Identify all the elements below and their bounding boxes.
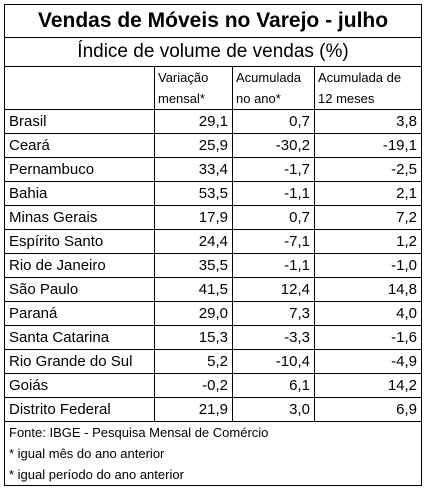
year-cell: 12,4 xyxy=(232,277,315,302)
12-months-cell: 2,1 xyxy=(313,181,423,206)
year-cell: -10,4 xyxy=(232,349,315,374)
12-months-cell: -1,6 xyxy=(313,325,423,350)
12-months-cell: 3,8 xyxy=(313,109,423,134)
12-months-cell: -2,5 xyxy=(313,157,423,182)
title-row: Vendas de Móveis no Varejo - julho xyxy=(3,4,423,38)
monthly-cell: -0,2 xyxy=(154,373,233,398)
year-cell: -1,1 xyxy=(232,181,315,206)
table-title: Vendas de Móveis no Varejo - julho xyxy=(3,4,423,38)
year-cell: 0,7 xyxy=(232,109,315,134)
region-cell: Paraná xyxy=(4,301,155,326)
header-12-months: Acumulada de 12 meses xyxy=(313,66,423,110)
sales-table-container: Vendas de Móveis no Varejo - julho Índic… xyxy=(3,4,423,486)
table-row: Rio Grande do Sul 5,2 -10,4 -4,9 xyxy=(4,349,423,374)
table-row: Rio de Janeiro 35,5 -1,1 -1,0 xyxy=(4,253,423,278)
year-cell: -1,7 xyxy=(232,157,315,182)
region-cell: Espírito Santo xyxy=(4,229,155,254)
table-row: Paraná 29,0 7,3 4,0 xyxy=(4,301,423,326)
12-months-cell: 6,9 xyxy=(313,397,423,422)
header-year-line1: Acumulada xyxy=(236,70,302,85)
subtitle-row: Índice de volume de vendas (%) xyxy=(3,37,423,67)
table-row: Ceará 25,9 -30,2 -19,1 xyxy=(4,133,423,158)
year-cell: 3,0 xyxy=(232,397,315,422)
header-monthly-line2: mensal* xyxy=(158,91,205,106)
table-data-body: Brasil 29,1 0,7 3,8 Ceará 25,9 -30,2 -19,1 Perna… xyxy=(4,109,423,422)
12-months-cell: 4,0 xyxy=(313,301,423,326)
year-cell: 6,1 xyxy=(232,373,315,398)
footnote-monthly: * igual mês do ano anterior xyxy=(9,446,165,461)
year-cell: -1,1 xyxy=(232,253,315,278)
header-monthly-line1: Variação xyxy=(158,70,209,85)
monthly-cell: 29,1 xyxy=(154,109,233,134)
12-months-cell: -19,1 xyxy=(313,133,423,158)
header-12-months-line2: 12 meses xyxy=(318,91,375,106)
region-cell: Bahia xyxy=(4,181,155,206)
region-cell: Pernambuco xyxy=(4,157,155,182)
monthly-cell: 15,3 xyxy=(154,325,233,350)
header-12-months-line1: Acumulada de xyxy=(318,70,402,85)
12-months-cell: 7,2 xyxy=(313,205,423,230)
table-row: Goiás -0,2 6,1 14,2 xyxy=(4,373,423,398)
year-cell: 0,7 xyxy=(232,205,315,230)
header-year: Acumulada no ano* xyxy=(232,66,315,110)
12-months-cell: 1,2 xyxy=(313,229,423,254)
year-cell: -30,2 xyxy=(232,133,315,158)
header-row: Variação mensal* Acumulada no ano* Acumu… xyxy=(4,66,423,110)
monthly-cell: 25,9 xyxy=(154,133,233,158)
monthly-cell: 5,2 xyxy=(154,349,233,374)
table-row: Minas Gerais 17,9 0,7 7,2 xyxy=(4,205,423,230)
table-row: Espírito Santo 24,4 -7,1 1,2 xyxy=(4,229,423,254)
region-cell: Santa Catarina xyxy=(4,325,155,350)
table-row: Bahia 53,5 -1,1 2,1 xyxy=(4,181,423,206)
region-cell: São Paulo xyxy=(4,277,155,302)
footnote-year: * igual período do ano anterior xyxy=(9,467,184,482)
table-subtitle: Índice de volume de vendas (%) xyxy=(3,37,423,67)
monthly-cell: 33,4 xyxy=(154,157,233,182)
region-cell: Goiás xyxy=(4,373,155,398)
notes-row: Fonte: IBGE - Pesquisa Mensal de Comérci… xyxy=(3,421,423,486)
year-cell: -7,1 xyxy=(232,229,315,254)
12-months-cell: 14,2 xyxy=(313,373,423,398)
table-row: Distrito Federal 21,9 3,0 6,9 xyxy=(4,397,423,422)
monthly-cell: 24,4 xyxy=(154,229,233,254)
monthly-cell: 53,5 xyxy=(154,181,233,206)
monthly-cell: 21,9 xyxy=(154,397,233,422)
region-cell: Rio de Janeiro xyxy=(4,253,155,278)
monthly-cell: 41,5 xyxy=(154,277,233,302)
sales-table: Vendas de Móveis no Varejo - julho Índic… xyxy=(3,4,423,486)
12-months-cell: -4,9 xyxy=(313,349,423,374)
header-year-line2: no ano* xyxy=(236,91,281,106)
table-notes: Fonte: IBGE - Pesquisa Mensal de Comérci… xyxy=(3,421,423,486)
region-cell: Distrito Federal xyxy=(4,397,155,422)
region-cell: Minas Gerais xyxy=(4,205,155,230)
monthly-cell: 29,0 xyxy=(154,301,233,326)
header-monthly: Variação mensal* xyxy=(154,66,233,110)
monthly-cell: 35,5 xyxy=(154,253,233,278)
year-cell: 7,3 xyxy=(232,301,315,326)
monthly-cell: 17,9 xyxy=(154,205,233,230)
region-cell: Brasil xyxy=(4,109,155,134)
source-note: Fonte: IBGE - Pesquisa Mensal de Comérci… xyxy=(9,425,269,440)
region-cell: Ceará xyxy=(4,133,155,158)
region-cell: Rio Grande do Sul xyxy=(4,349,155,374)
table-row: Santa Catarina 15,3 -3,3 -1,6 xyxy=(4,325,423,350)
year-cell: -3,3 xyxy=(232,325,315,350)
table-row: Pernambuco 33,4 -1,7 -2,5 xyxy=(4,157,423,182)
table-row: São Paulo 41,5 12,4 14,8 xyxy=(4,277,423,302)
table-row: Brasil 29,1 0,7 3,8 xyxy=(4,109,423,134)
12-months-cell: -1,0 xyxy=(313,253,423,278)
header-empty-cell xyxy=(4,66,155,110)
12-months-cell: 14,8 xyxy=(313,277,423,302)
